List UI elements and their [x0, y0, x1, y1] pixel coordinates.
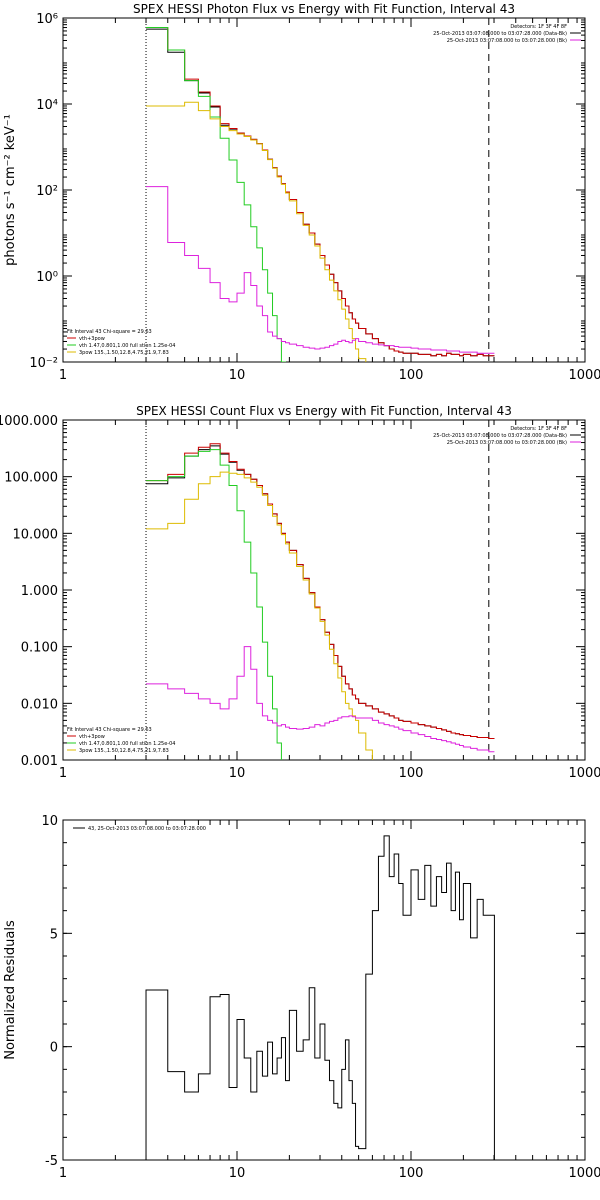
- y-tick-label: 0.100: [21, 641, 58, 656]
- series-line-3: [146, 27, 286, 362]
- y-tick-label: 10⁴: [36, 98, 58, 113]
- y-tick-label: 10²: [36, 184, 58, 199]
- legend-entry: 3pow 135.,1.50,12.8,4.75,21.9,7.83: [79, 350, 169, 356]
- panel-3: 1 10 100 1000 -5 0 5 10 Normalized Residuals 43, …: [3, 814, 600, 1181]
- y-tick-label: -5: [45, 1154, 58, 1169]
- x-tick-label: 1: [59, 1166, 67, 1181]
- y-tick-label: 0.001: [21, 754, 58, 769]
- legend-entry: vth 1.47,0.801,1.00 full stion 1.25e-04: [79, 343, 175, 349]
- y-tick-label: 5: [50, 927, 58, 942]
- x-tick-label: 10: [229, 766, 246, 781]
- legend-top: 43, 25-Oct-2013 03:07:08.000 to 03:07:28…: [73, 826, 206, 832]
- x-tick-label: 100: [399, 368, 424, 383]
- x-tick-label: 1: [59, 766, 67, 781]
- y-tick-label: 1.000: [21, 584, 58, 599]
- series-group: [146, 27, 495, 362]
- x-tick-label: 100: [399, 766, 424, 781]
- x-tick-label: 10: [229, 368, 246, 383]
- plot-frame: [62, 17, 586, 363]
- legend-entry: 25-Oct-2013 03:07:08.000 to 03:07:28.000…: [433, 433, 567, 439]
- legend-entry: Fit Interval 43 Chi-square = 29.63: [67, 727, 152, 733]
- legend-entry: vth+3pow: [79, 734, 105, 740]
- series-line-3: [146, 449, 282, 760]
- legend-entry: Fit Interval 43 Chi-square = 29.63: [67, 329, 152, 335]
- x-tick-label: 10: [229, 1166, 246, 1181]
- series-line-2: [146, 27, 495, 357]
- plot-frame: [62, 419, 586, 761]
- panel-2: SPEX HESSI Count Flux vs Energy with Fit…: [0, 404, 600, 781]
- series-group: [146, 443, 495, 760]
- legend-entry: 25-Oct-2013 03:07:08.000 to 03:07:28.000…: [447, 38, 567, 44]
- series-line-1: [146, 28, 495, 357]
- legend-entry: vth+3pow: [79, 336, 105, 342]
- legend-entry: 43, 25-Oct-2013 03:07:08.000 to 03:07:28…: [88, 826, 206, 832]
- y-axis-label: Normalized Residuals: [3, 920, 18, 1060]
- chart-title: SPEX HESSI Photon Flux vs Energy with Fi…: [133, 2, 515, 16]
- x-tick-label: 1000: [568, 1166, 600, 1181]
- y-tick-label: 10: [41, 814, 58, 829]
- y-tick-label: 10.000: [13, 527, 59, 542]
- series-group: [145, 835, 495, 1160]
- series-line-1: [145, 835, 495, 1160]
- legend-entry: Detectors: 1F 3F 4F 8F: [510, 24, 567, 30]
- x-tick-label: 1000: [568, 368, 600, 383]
- series-line-2: [146, 443, 495, 739]
- legend-bottom: Fit Interval 43 Chi-square = 29.63vth+3p…: [67, 727, 175, 754]
- y-tick-label: 10⁶: [36, 12, 58, 27]
- chart-title: SPEX HESSI Count Flux vs Energy with Fit…: [136, 404, 512, 418]
- x-tick-label: 1: [59, 368, 67, 383]
- x-tick-label: 1000: [568, 766, 600, 781]
- series-line-5: [146, 646, 495, 753]
- legend-entry: 25-Oct-2013 03:07:08.000 to 03:07:28.000…: [433, 31, 567, 37]
- legend-entry: Detectors: 1F 3F 4F 8F: [510, 426, 567, 432]
- legend-entry: 25-Oct-2013 03:07:08.000 to 03:07:28.000…: [447, 440, 567, 446]
- series-line-5: [146, 186, 495, 354]
- series-line-4: [146, 471, 373, 760]
- series-line-4: [146, 101, 367, 362]
- x-tick-label: 100: [399, 1166, 424, 1181]
- y-tick-label: 1000.000: [0, 414, 58, 429]
- y-tick-label: 10⁻²: [29, 356, 58, 371]
- panel-1: SPEX HESSI Photon Flux vs Energy with Fi…: [3, 2, 600, 383]
- y-tick-label: 0: [50, 1041, 58, 1056]
- y-tick-label: 10⁰: [36, 270, 58, 285]
- legend-bottom: Fit Interval 43 Chi-square = 29.63vth+3p…: [67, 329, 175, 356]
- legend-entry: vth 1.47,0.801,1.00 full stion 1.25e-04: [79, 741, 175, 747]
- y-axis-label: photons s⁻¹ cm⁻² keV⁻¹: [3, 114, 18, 266]
- legend-entry: 3pow 135.,1.50,12.8,4.75,21.9,7.83: [79, 748, 169, 754]
- y-tick-label: 100.000: [4, 471, 58, 486]
- y-tick-label: 0.010: [21, 697, 58, 712]
- plot-frame: [62, 819, 586, 1161]
